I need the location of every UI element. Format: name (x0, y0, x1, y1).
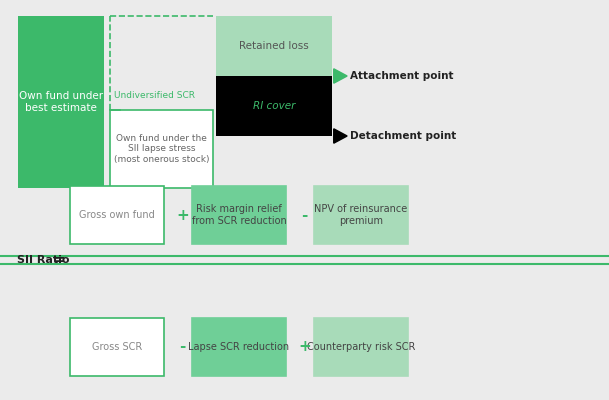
Text: Undiversified SCR: Undiversified SCR (114, 92, 195, 100)
Text: -: - (180, 339, 186, 354)
Text: RI cover: RI cover (253, 101, 295, 111)
Text: NPV of reinsurance
premium: NPV of reinsurance premium (314, 204, 407, 226)
Text: -: - (301, 208, 308, 223)
Bar (314, 318, 408, 376)
Bar (110, 110, 213, 188)
Bar (216, 76, 332, 136)
Bar (314, 186, 408, 244)
Bar (216, 16, 332, 76)
Text: Gross SCR: Gross SCR (92, 342, 143, 352)
Text: Lapse SCR reduction: Lapse SCR reduction (188, 342, 290, 352)
Bar (70, 186, 164, 244)
Text: Attachment point: Attachment point (350, 71, 454, 81)
Text: Own fund under the
SII lapse stress
(most onerous stock): Own fund under the SII lapse stress (mos… (114, 134, 209, 164)
Text: +: + (177, 208, 189, 223)
Text: =: = (54, 253, 66, 267)
Polygon shape (334, 129, 347, 143)
Text: Own fund under
best estimate: Own fund under best estimate (19, 91, 103, 113)
Bar (70, 318, 164, 376)
Bar (192, 318, 286, 376)
Bar (18, 16, 104, 188)
Text: +: + (298, 339, 311, 354)
Text: Retained loss: Retained loss (239, 41, 309, 51)
Text: SII Ratio: SII Ratio (17, 255, 69, 265)
Polygon shape (334, 69, 347, 83)
Text: Risk margin relief
from SCR reduction: Risk margin relief from SCR reduction (192, 204, 286, 226)
Text: Gross own fund: Gross own fund (79, 210, 155, 220)
Bar (192, 186, 286, 244)
Text: Counterparty risk SCR: Counterparty risk SCR (307, 342, 415, 352)
Text: Detachment point: Detachment point (350, 131, 456, 141)
